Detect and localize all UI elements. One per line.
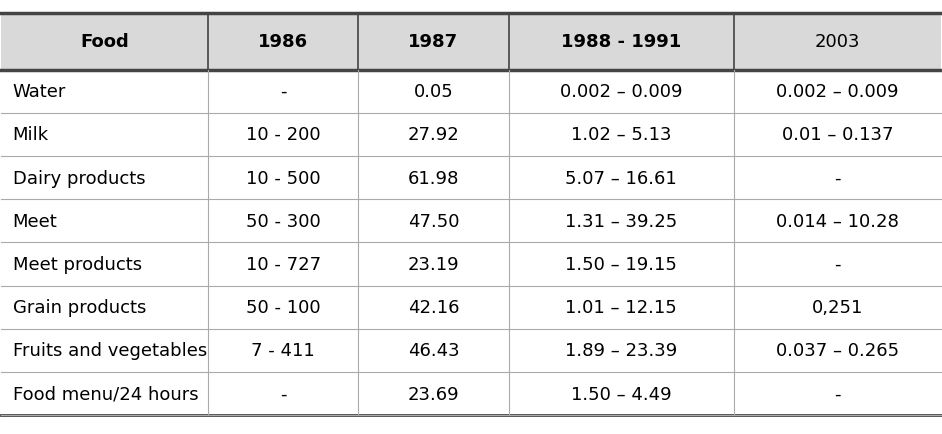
Text: 5.07 – 16.61: 5.07 – 16.61 — [565, 169, 677, 187]
Text: 2003: 2003 — [815, 33, 860, 51]
Text: 1.50 – 19.15: 1.50 – 19.15 — [565, 256, 677, 273]
Bar — [1, 372, 941, 415]
Text: -: - — [834, 385, 840, 403]
Text: 10 - 200: 10 - 200 — [246, 126, 320, 144]
Text: 10 - 727: 10 - 727 — [246, 256, 320, 273]
Text: Meet: Meet — [12, 212, 57, 230]
Bar — [1, 157, 941, 200]
Text: Grain products: Grain products — [12, 299, 146, 316]
Text: Meet products: Meet products — [12, 256, 142, 273]
Text: 42.16: 42.16 — [408, 299, 459, 316]
Text: Food: Food — [80, 33, 129, 51]
Text: 1.01 – 12.15: 1.01 – 12.15 — [565, 299, 677, 316]
Text: Food menu/24 hours: Food menu/24 hours — [12, 385, 198, 403]
Text: 7 - 411: 7 - 411 — [252, 342, 315, 360]
Text: 1987: 1987 — [409, 33, 459, 51]
Text: Dairy products: Dairy products — [12, 169, 145, 187]
Text: 0.014 – 10.28: 0.014 – 10.28 — [776, 212, 899, 230]
Text: Milk: Milk — [12, 126, 49, 144]
Text: -: - — [834, 256, 840, 273]
Text: 47.50: 47.50 — [408, 212, 459, 230]
Text: 50 - 300: 50 - 300 — [246, 212, 320, 230]
Bar — [1, 329, 941, 372]
Text: Water: Water — [12, 83, 66, 101]
Text: 1988 - 1991: 1988 - 1991 — [561, 33, 681, 51]
Text: 0,251: 0,251 — [812, 299, 863, 316]
Text: 1986: 1986 — [258, 33, 308, 51]
Text: 27.92: 27.92 — [408, 126, 460, 144]
Bar — [1, 200, 941, 243]
Text: 10 - 500: 10 - 500 — [246, 169, 320, 187]
Text: 1.50 – 4.49: 1.50 – 4.49 — [571, 385, 672, 403]
Text: -: - — [280, 83, 286, 101]
Text: 23.69: 23.69 — [408, 385, 460, 403]
Bar — [1, 243, 941, 286]
Text: -: - — [280, 385, 286, 403]
Text: 61.98: 61.98 — [408, 169, 459, 187]
Text: -: - — [834, 169, 840, 187]
Text: 1.89 – 23.39: 1.89 – 23.39 — [565, 342, 677, 360]
Bar — [1, 286, 941, 329]
Text: 50 - 100: 50 - 100 — [246, 299, 320, 316]
Text: 0.05: 0.05 — [414, 83, 453, 101]
Bar — [1, 14, 941, 70]
Text: Fruits and vegetables: Fruits and vegetables — [12, 342, 207, 360]
Text: 0.037 – 0.265: 0.037 – 0.265 — [775, 342, 899, 360]
Text: 0.01 – 0.137: 0.01 – 0.137 — [782, 126, 893, 144]
Bar — [1, 114, 941, 157]
Bar — [1, 70, 941, 114]
Text: 0.002 – 0.009: 0.002 – 0.009 — [776, 83, 899, 101]
Text: 0.002 – 0.009: 0.002 – 0.009 — [560, 83, 683, 101]
Text: 46.43: 46.43 — [408, 342, 460, 360]
Text: 1.31 – 39.25: 1.31 – 39.25 — [565, 212, 677, 230]
Text: 1.02 – 5.13: 1.02 – 5.13 — [571, 126, 672, 144]
Text: 23.19: 23.19 — [408, 256, 460, 273]
